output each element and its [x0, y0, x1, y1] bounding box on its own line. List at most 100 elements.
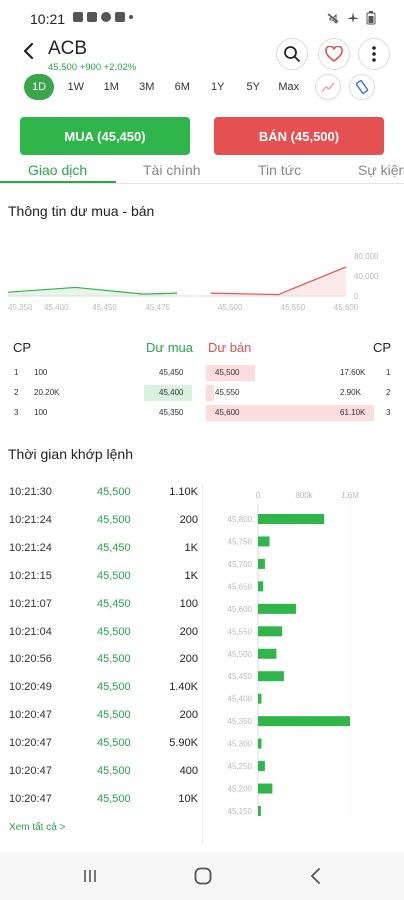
trade-row: 10:21:24 45,450 1K [0, 542, 200, 570]
period-1d[interactable]: 1D [24, 74, 54, 100]
back-arrow-icon[interactable] [18, 40, 40, 62]
ask-volume: 61.10K [340, 408, 366, 417]
trade-time: 10:20:56 [9, 653, 52, 666]
bid-price: 45,400 [159, 388, 184, 397]
order-book-bid-header: Dư mua [146, 340, 193, 355]
watchlist-button[interactable] [318, 38, 350, 70]
trade-time: 10:21:04 [9, 625, 52, 638]
depth-line-1 [210, 266, 347, 296]
ask-volume: 2.90K [340, 388, 361, 397]
trade-price: 45,500 [97, 513, 131, 526]
trade-volume: 1.10K [169, 486, 198, 498]
volume-price-label: 45,300 [228, 740, 253, 749]
system-icons [326, 11, 376, 25]
volume-bar [258, 738, 262, 749]
period-1y[interactable]: 1Y [211, 81, 225, 93]
depth-section-title: Thông tin dư mua - bán [8, 203, 155, 219]
sell-button[interactable]: BÁN (45,500) [214, 117, 384, 155]
order-book-row: 3 100 45,350 45,600 61.10K 3 [8, 404, 398, 422]
trade-price: 45,500 [97, 709, 131, 722]
volume-bar [258, 806, 261, 816]
row-index: 1 [14, 368, 19, 377]
ask-depth-bar [206, 365, 255, 381]
volume-by-price-chart: 0 800k 1.6M 45,800 45,750 45,700 45,650 45,600 4… [228, 491, 359, 816]
tab-financials[interactable]: Tài chính [143, 162, 201, 178]
volume-bar [258, 581, 264, 592]
price-change: +900 [79, 62, 102, 73]
volume-bar [258, 693, 262, 704]
rotate-screen-button[interactable] [348, 74, 375, 100]
depth-y-tick: 40,000 [354, 272, 379, 281]
volume-bar [258, 514, 325, 524]
tab-trading[interactable]: Giao dịch [28, 162, 88, 178]
period-1w[interactable]: 1W [67, 81, 85, 93]
volume-bar [258, 671, 284, 682]
divider [202, 484, 203, 844]
heart-icon [325, 45, 343, 62]
home-icon[interactable] [193, 866, 213, 886]
depth-area-1 [210, 266, 346, 296]
trade-row: 10:21:30 45,500 1.10K [0, 486, 200, 514]
trade-row: 10:20:56 45,500 200 [0, 653, 200, 681]
period-1m[interactable]: 1M [103, 81, 119, 93]
trade-price: 45,500 [97, 765, 131, 777]
search-button[interactable] [276, 38, 308, 70]
trade-volume: 200 [179, 653, 198, 666]
volume-price-label: 45,350 [228, 717, 253, 726]
skype-icon [101, 12, 111, 22]
period-max[interactable]: Max [278, 81, 300, 93]
row-index-right: 1 [386, 368, 391, 377]
period-3m[interactable]: 3M [139, 81, 155, 93]
more-vertical-icon [372, 46, 376, 62]
trade-volume: 100 [179, 597, 198, 610]
trade-time: 10:20:47 [9, 792, 52, 805]
trade-price: 45,450 [97, 541, 131, 554]
period-5y[interactable]: 5Y [246, 81, 260, 93]
price-summary: 45,500 +900 +2.02% [48, 62, 136, 73]
order-book: CP Dư mua Dư bán CP 1 100 45,450 45,500 17.6… [8, 330, 398, 428]
current-price: 45,500 [48, 62, 78, 73]
airplane-icon [347, 12, 359, 23]
tab-events[interactable]: Sự kiện [358, 162, 404, 178]
volume-bar [258, 558, 265, 569]
order-book-ask-header: Dư bán [208, 340, 252, 355]
bid-volume: 100 [34, 368, 48, 377]
volume-price-label: 45,750 [228, 537, 253, 546]
buy-button[interactable]: MUA (45,450) [20, 117, 190, 155]
see-all-link[interactable]: Xem tất cả > [9, 822, 66, 833]
trade-price: 45,500 [97, 625, 131, 638]
depth-x-tick: 45,400 [44, 303, 69, 312]
trade-price: 45,500 [97, 681, 131, 694]
volume-price-label: 45,700 [228, 560, 253, 569]
trade-time: 10:20:47 [9, 709, 52, 722]
volume-x-tick: 800k [295, 491, 313, 500]
volume-price-label: 45,200 [228, 785, 253, 794]
trade-row: 10:20:47 45,500 400 [0, 765, 200, 793]
tab-news[interactable]: Tin tức [258, 162, 302, 178]
volume-x-tick: 0 [256, 491, 261, 500]
message-icon [87, 12, 97, 22]
depth-x-tick: 45,550 [281, 303, 306, 312]
trade-time: 10:21:30 [9, 486, 52, 498]
volume-price-label: 45,450 [228, 672, 253, 681]
trade-price: 45,500 [97, 486, 131, 498]
trade-volume: 400 [179, 765, 198, 777]
trade-volume: 200 [179, 513, 198, 526]
period-6m[interactable]: 6M [174, 81, 190, 93]
chart-type-button[interactable] [314, 74, 341, 100]
order-book-row: 2 20.20K 45,400 45,550 2.90K 2 [8, 384, 398, 402]
trade-time: 10:21:15 [9, 569, 52, 582]
order-book-row: 1 100 45,450 45,500 17.60K 1 [8, 364, 398, 382]
price-change-pct: +2.02% [103, 62, 137, 73]
more-options-button[interactable] [358, 38, 390, 70]
ask-volume: 17.60K [340, 368, 366, 377]
trade-row: 10:20:47 45,500 200 [0, 709, 200, 737]
volume-price-label: 45,500 [228, 650, 253, 659]
bid-volume: 20.20K [34, 388, 60, 397]
trade-price: 45,500 [97, 792, 131, 805]
volume-bar [258, 626, 283, 637]
trade-row: 10:21:07 45,450 100 [0, 598, 200, 626]
nav-back-icon[interactable] [308, 867, 324, 885]
ask-price: 45,550 [215, 388, 240, 397]
recent-apps-icon[interactable] [82, 868, 98, 884]
